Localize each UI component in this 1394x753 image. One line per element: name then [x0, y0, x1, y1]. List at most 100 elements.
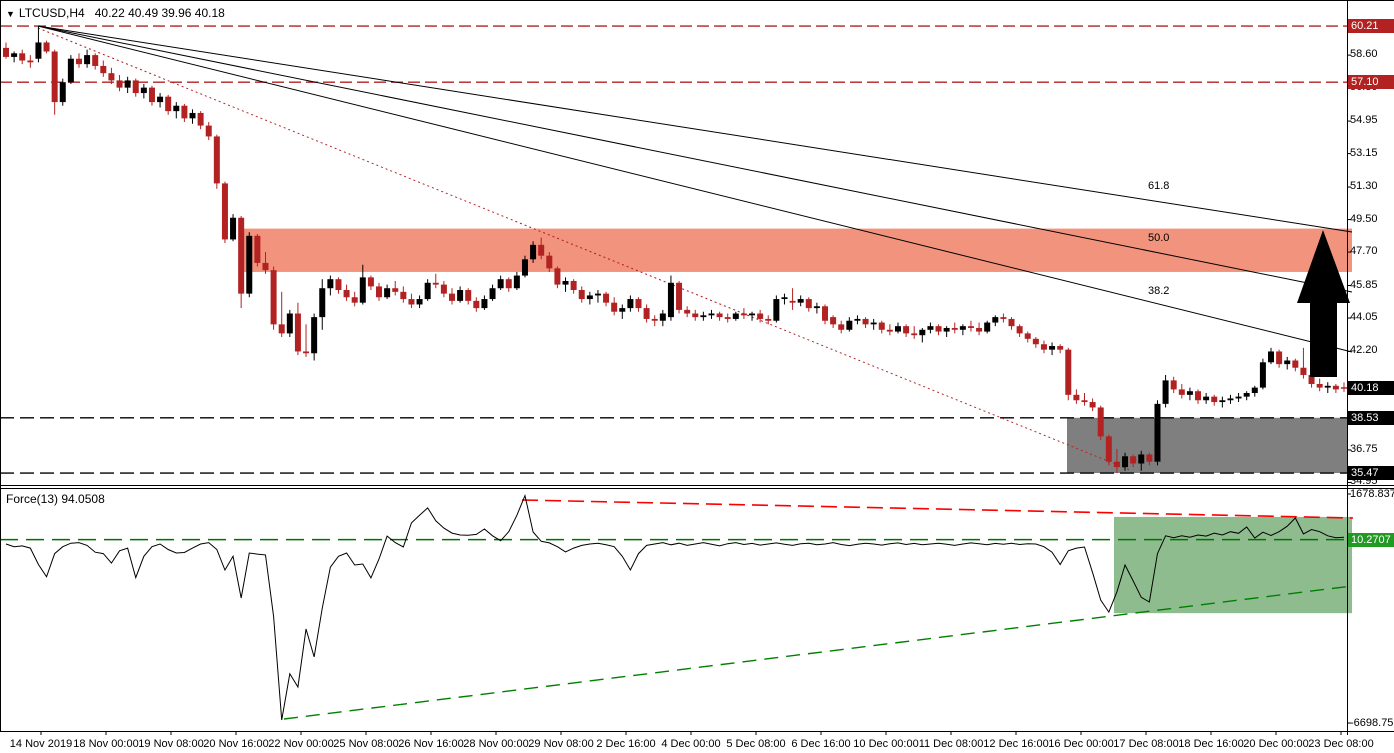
fib-level-label: 38.2: [1148, 285, 1170, 297]
candle: [124, 80, 131, 88]
candle: [489, 288, 496, 300]
force-index-line: [5, 493, 1345, 721]
candle: [870, 322, 877, 325]
candle: [846, 320, 853, 330]
candle: [530, 244, 537, 260]
candle: [765, 318, 772, 321]
candle: [651, 318, 658, 321]
candle: [749, 313, 756, 316]
candle: [1122, 456, 1129, 468]
candle: [862, 318, 869, 325]
price-axis-label: 47.70: [1350, 245, 1378, 258]
candle: [1065, 349, 1072, 395]
time-axis-label: 23 Dec 08:00: [1308, 738, 1374, 750]
candle: [319, 288, 326, 318]
candle: [789, 300, 796, 303]
main-zone: [240, 228, 1352, 272]
candle: [59, 82, 66, 103]
candle: [813, 306, 820, 309]
candle: [408, 299, 415, 305]
price-axis-label: 53.15: [1350, 146, 1378, 159]
candle: [757, 313, 764, 319]
candle: [148, 87, 155, 103]
candle: [213, 136, 220, 184]
candle: [376, 286, 383, 298]
indicator-red-trendline: [521, 499, 1354, 519]
candle: [1195, 391, 1202, 401]
candle: [286, 313, 293, 334]
time-axis-label: 17 Dec 08:00: [1113, 738, 1179, 750]
candle: [270, 270, 277, 325]
candle: [684, 309, 691, 314]
time-axis-label: 18 Nov 00:00: [73, 738, 139, 750]
candle: [384, 288, 391, 298]
candle: [84, 55, 91, 65]
chart-header: ▼ LTCUSD,H4 40.22 40.49 39.96 40.18: [6, 6, 225, 20]
candle: [1049, 346, 1056, 350]
candle: [303, 351, 310, 354]
candle: [643, 308, 650, 319]
time-axis-label: 16 Dec 00:00: [1048, 738, 1114, 750]
indicator-value: 94.0508: [61, 492, 105, 506]
candle: [959, 326, 966, 330]
candle: [1154, 403, 1161, 462]
candle: [1316, 383, 1323, 388]
candle: [1057, 346, 1064, 350]
candle: [1089, 402, 1096, 408]
candle: [611, 302, 618, 312]
time-axis-label: 6 Dec 16:00: [791, 738, 851, 750]
candle: [92, 55, 99, 66]
candle: [100, 65, 107, 74]
candle: [1308, 374, 1315, 384]
candle: [359, 277, 366, 303]
candle: [546, 255, 553, 269]
candle: [716, 313, 723, 318]
time-axis-label: 19 Nov 08:00: [138, 738, 204, 750]
candle: [1211, 396, 1218, 403]
candle: [448, 293, 455, 301]
time-axis-label: 20 Dec 00:00: [1243, 738, 1309, 750]
candle: [465, 290, 472, 301]
candle: [1203, 396, 1210, 401]
indicator-name: Force(13): [6, 492, 59, 506]
candle: [1138, 454, 1145, 464]
candle: [1284, 360, 1291, 365]
candle: [838, 324, 845, 330]
candle: [205, 125, 212, 137]
candle: [473, 300, 480, 309]
time-axis-label: 28 Nov 00:00: [463, 738, 529, 750]
candle: [1292, 360, 1299, 368]
candle: [3, 47, 9, 57]
candle: [497, 279, 504, 289]
indicator-zone: [1114, 516, 1352, 614]
indicator-header: Force(13) 94.0508: [6, 492, 105, 506]
candle: [197, 112, 204, 126]
candle: [116, 80, 123, 88]
candle: [659, 313, 666, 321]
candle: [140, 87, 147, 94]
candle: [854, 318, 861, 321]
candle: [521, 259, 528, 276]
candle: [586, 295, 593, 300]
candle: [1324, 385, 1331, 388]
ohlc-values: 40.22 40.49 39.96 40.18: [94, 6, 225, 20]
time-axis-label: 20 Nov 16:00: [203, 738, 269, 750]
candle: [732, 313, 739, 319]
candle: [635, 299, 642, 309]
candle: [351, 297, 358, 303]
candle: [603, 293, 610, 303]
time-axis-label: 10 Dec 00:00: [853, 738, 919, 750]
candle: [894, 326, 901, 332]
candle: [578, 290, 585, 300]
candles-group: [3, 26, 1347, 474]
candle: [1146, 454, 1153, 462]
trendline-61.8: [37, 25, 1353, 233]
candle: [619, 308, 626, 312]
time-axis-label: 14 Nov 2019: [9, 738, 73, 750]
candle: [943, 327, 950, 332]
candle: [221, 183, 228, 240]
time-axis-label: 18 Dec 16:00: [1178, 738, 1244, 750]
fib-level-label: 61.8: [1148, 180, 1170, 192]
candle: [1008, 318, 1015, 327]
